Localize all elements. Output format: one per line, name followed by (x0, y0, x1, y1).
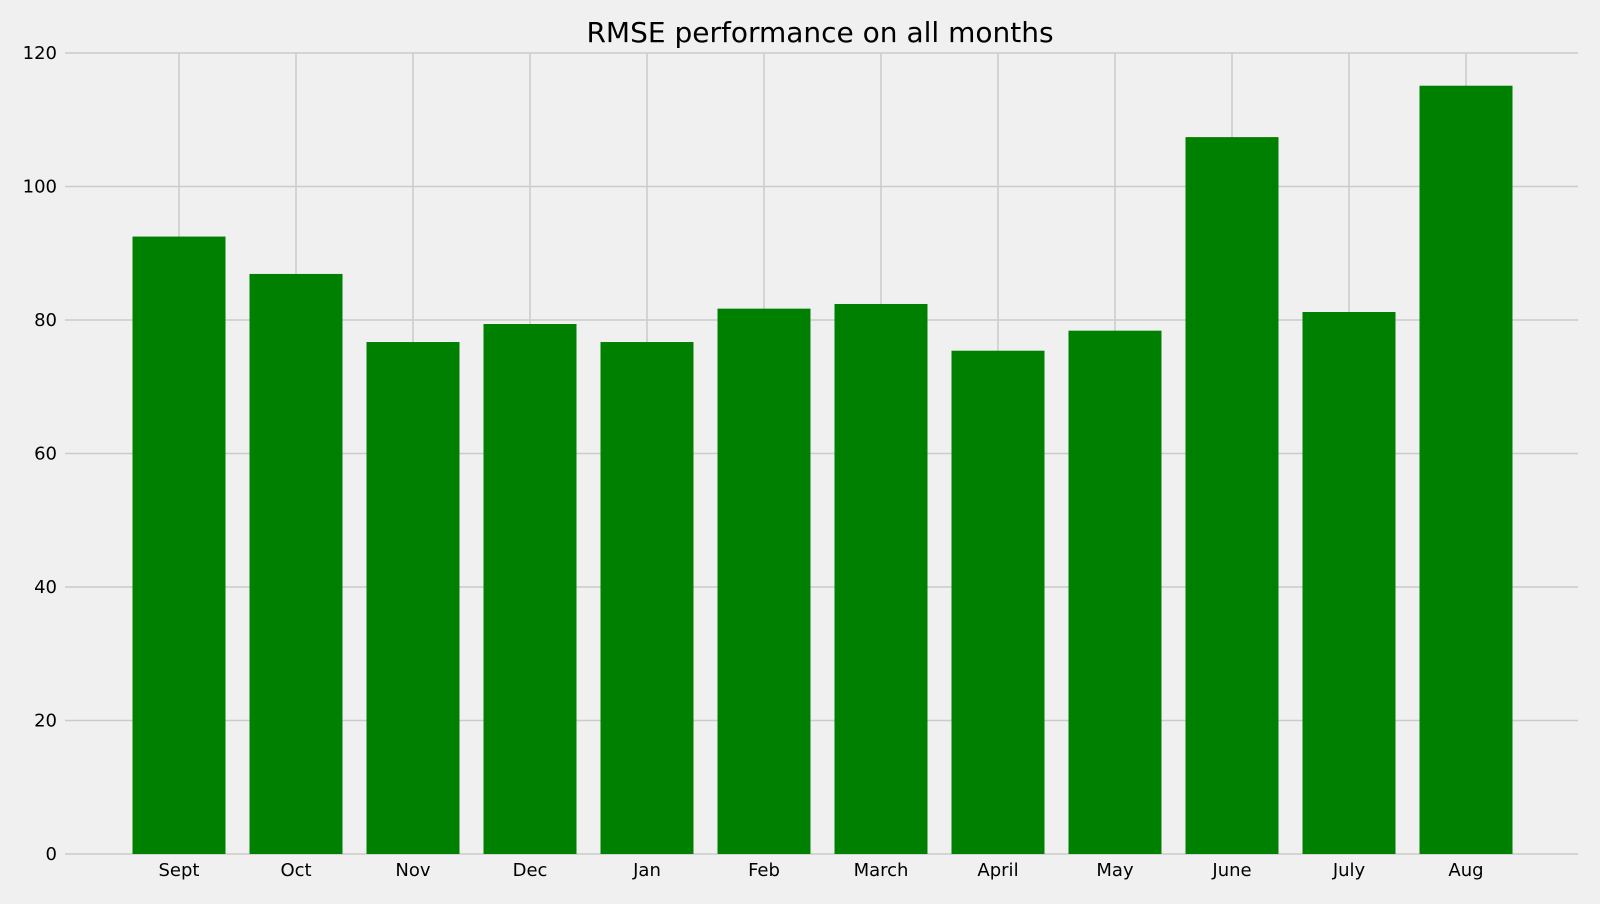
bar-april (951, 350, 1045, 854)
x-tick-label: July (1332, 860, 1366, 881)
y-tick-label: 40 (34, 577, 57, 598)
x-tick-label: Dec (513, 860, 548, 881)
x-tick-label: Feb (748, 860, 780, 881)
bar-june (1185, 137, 1279, 855)
x-tick-label: Nov (395, 860, 430, 881)
bar-sept (132, 236, 226, 854)
x-tick-label: March (854, 860, 909, 881)
x-tick-label: June (1211, 860, 1251, 881)
y-tick-label: 20 (34, 711, 57, 732)
y-tick-label: 0 (46, 844, 57, 865)
y-tick-label: 60 (34, 444, 57, 465)
bar-jan (600, 342, 694, 854)
bar-oct (249, 273, 343, 854)
bar-aug (1419, 85, 1513, 854)
bar-nov (366, 342, 460, 854)
x-tick-label: Sept (159, 860, 200, 881)
x-tick-label: Aug (1448, 860, 1483, 881)
x-tick-label: May (1096, 860, 1134, 881)
y-tick-label: 120 (23, 43, 57, 64)
chart-title: RMSE performance on all months (586, 16, 1053, 49)
x-tick-labels: Sept Oct Nov Dec Jan Feb March April May June July… (159, 860, 1484, 881)
y-tick-label: 80 (34, 310, 57, 331)
bar-may (1068, 330, 1162, 854)
bar-feb (717, 308, 811, 855)
y-tick-labels: 0 20 40 60 80 100 120 (23, 43, 57, 865)
y-tick-label: 100 (23, 177, 57, 198)
bar-july (1302, 311, 1396, 854)
bar-dec (483, 324, 577, 854)
bars (132, 85, 1513, 855)
x-tick-label: Oct (280, 860, 311, 881)
x-tick-label: April (977, 860, 1018, 881)
x-tick-label: Jan (632, 860, 661, 881)
bar-march (834, 303, 928, 855)
